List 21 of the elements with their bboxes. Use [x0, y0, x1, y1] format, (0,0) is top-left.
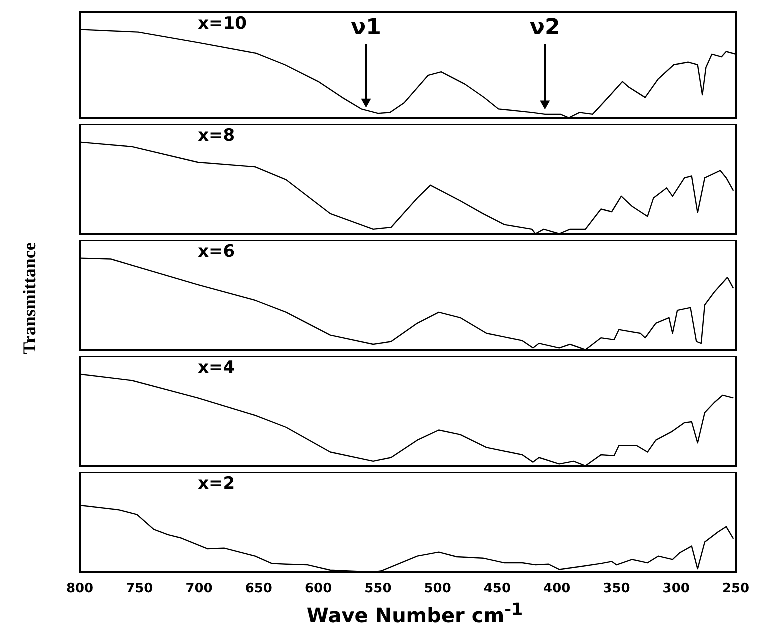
x-tick-label: 250 — [722, 582, 750, 597]
x-tick-label: 600 — [304, 582, 332, 597]
x-tick-label: 550 — [364, 582, 392, 597]
x-tick-label: 800 — [66, 582, 94, 597]
x-axis-title: Wave Number cm$^{-1}$ — [306, 600, 524, 628]
y-axis-title: Transmittance — [20, 242, 40, 354]
x-tick-label: 650 — [245, 582, 272, 597]
annotation: ν1 — [351, 16, 382, 41]
chart-title: x=2 — [198, 474, 236, 494]
chart-title: x=8 — [198, 126, 236, 146]
x-tick-label: 750 — [126, 582, 154, 597]
annotation: ν2 — [530, 16, 560, 41]
chart-title: x=6 — [198, 242, 236, 262]
x-tick-label: 300 — [662, 582, 690, 597]
x-tick-label: 350 — [603, 582, 630, 597]
chart-title: x=10 — [198, 14, 248, 34]
x-tick-label: 400 — [544, 582, 571, 597]
x-tick-label: 500 — [424, 582, 452, 597]
chart-title: x=4 — [198, 358, 236, 378]
x-tick-label: 700 — [186, 582, 213, 597]
x-tick-label: 450 — [484, 582, 512, 597]
